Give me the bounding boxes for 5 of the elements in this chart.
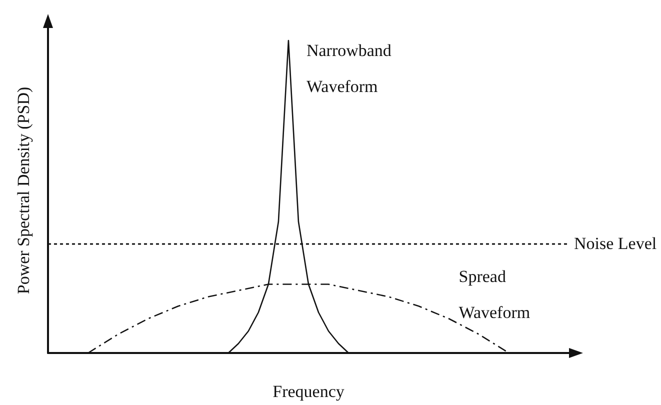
y-axis-title: Power Spectral Density (PSD) [14, 86, 33, 294]
x-axis-title: Frequency [272, 382, 345, 401]
series-label: Narrowband Waveform [306, 41, 392, 96]
series-label: Spread Waveform [458, 267, 530, 322]
ref-line-label: Noise Level [574, 234, 657, 254]
